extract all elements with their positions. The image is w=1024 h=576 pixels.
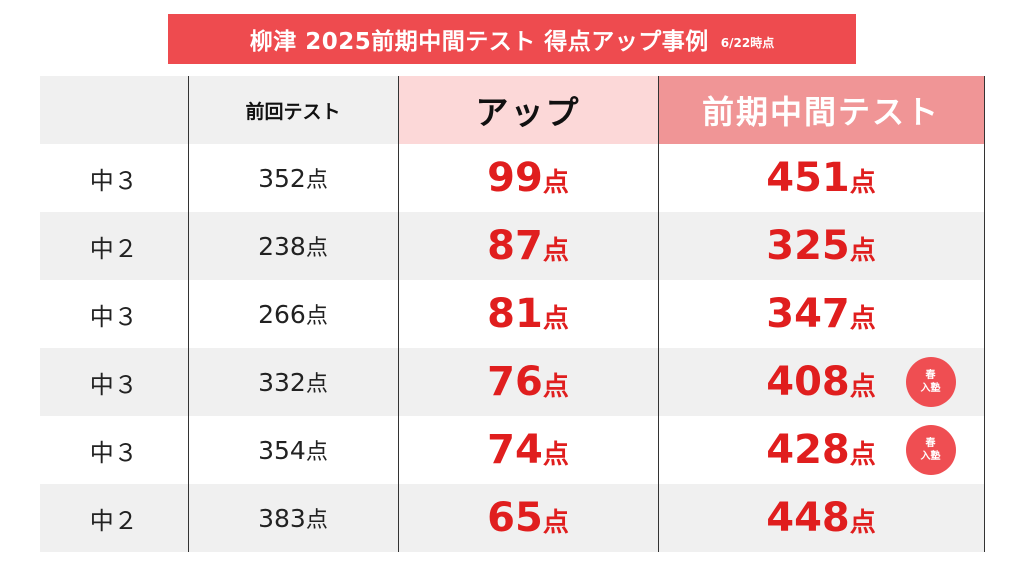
previous-score-cell: 352点: [187, 144, 398, 212]
midterm-score-cell: 451点: [657, 144, 985, 212]
spring-enrollment-badge: 春入塾: [905, 425, 956, 475]
increase-cell: 81点: [397, 280, 658, 348]
unit-label: 点: [542, 508, 569, 538]
unit-label: 点: [305, 236, 328, 261]
unit-label: 点: [542, 168, 569, 198]
unit-label: 点: [849, 168, 876, 198]
midterm-score-value: 347: [766, 291, 850, 337]
table-row: 中３ 266点 81点 347点: [40, 280, 985, 348]
badge-line-2: 入塾: [920, 383, 941, 394]
badge-line-1: 春: [925, 370, 936, 381]
badge-line-2: 入塾: [920, 451, 941, 462]
grade-cell: 中２: [40, 212, 188, 280]
previous-score-value: 266: [258, 300, 306, 329]
table-body: 中３ 352点 99点 451点 中２ 238点 87点 325点 中３ 266…: [40, 144, 985, 552]
midterm-score-cell: 325点: [657, 212, 985, 280]
increase-value: 99: [487, 155, 543, 201]
table-row: 中２ 238点 87点 325点: [40, 212, 985, 280]
unit-label: 点: [305, 508, 328, 533]
increase-value: 74: [487, 427, 543, 473]
unit-label: 点: [305, 304, 328, 329]
unit-label: 点: [849, 304, 876, 334]
unit-label: 点: [849, 372, 876, 402]
header-previous-test: 前回テスト: [187, 76, 398, 144]
previous-score-value: 352: [258, 164, 306, 193]
unit-label: 点: [542, 236, 569, 266]
grade-cell: 中３: [40, 280, 188, 348]
unit-label: 点: [305, 440, 328, 465]
unit-label: 点: [849, 236, 876, 266]
page-title: 柳津 2025前期中間テスト 得点アップ事例: [249, 29, 709, 55]
previous-score-value: 354: [258, 436, 306, 465]
unit-label: 点: [305, 372, 328, 397]
midterm-score-value: 408: [766, 359, 850, 405]
header-midterm-score: 前期中間テスト: [657, 76, 985, 144]
increase-cell: 99点: [397, 144, 658, 212]
unit-label: 点: [305, 168, 328, 193]
midterm-score-cell: 408点春入塾: [657, 348, 985, 416]
table-header-row: 前回テスト アップ 前期中間テスト: [40, 76, 985, 144]
previous-score-value: 332: [258, 368, 306, 397]
grade-cell: 中３: [40, 416, 188, 484]
midterm-score-value: 448: [766, 495, 850, 541]
grade-cell: 中３: [40, 144, 188, 212]
spring-enrollment-badge: 春入塾: [905, 357, 956, 407]
midterm-score-cell: 448点: [657, 484, 985, 552]
midterm-score-cell: 347点: [657, 280, 985, 348]
grade-cell: 中３: [40, 348, 188, 416]
table-row: 中３ 352点 99点 451点: [40, 144, 985, 212]
previous-score-value: 383: [258, 504, 306, 533]
header-increase: アップ: [397, 76, 658, 144]
grade-cell: 中２: [40, 484, 188, 552]
increase-value: 87: [487, 223, 543, 269]
previous-score-cell: 354点: [187, 416, 398, 484]
increase-value: 81: [487, 291, 543, 337]
as-of-date: 6/22時点: [720, 36, 775, 50]
increase-cell: 65点: [397, 484, 658, 552]
increase-cell: 76点: [397, 348, 658, 416]
unit-label: 点: [542, 440, 569, 470]
midterm-score-value: 428: [766, 427, 850, 473]
previous-score-cell: 238点: [187, 212, 398, 280]
previous-score-cell: 266点: [187, 280, 398, 348]
midterm-score-cell: 428点春入塾: [657, 416, 985, 484]
header-grade: [40, 76, 188, 144]
increase-value: 65: [487, 495, 543, 541]
table-row: 中３ 332点 76点 408点春入塾: [40, 348, 985, 416]
unit-label: 点: [849, 440, 876, 470]
badge-line-1: 春: [925, 438, 936, 449]
previous-score-cell: 383点: [187, 484, 398, 552]
title-banner: 柳津 2025前期中間テスト 得点アップ事例 6/22時点: [168, 14, 856, 64]
unit-label: 点: [542, 372, 569, 402]
increase-cell: 74点: [397, 416, 658, 484]
midterm-score-value: 451: [766, 155, 850, 201]
increase-cell: 87点: [397, 212, 658, 280]
table-row: 中２ 383点 65点 448点: [40, 484, 985, 552]
unit-label: 点: [849, 508, 876, 538]
previous-score-value: 238: [258, 232, 306, 261]
unit-label: 点: [542, 304, 569, 334]
previous-score-cell: 332点: [187, 348, 398, 416]
midterm-score-value: 325: [766, 223, 850, 269]
table-row: 中３ 354点 74点 428点春入塾: [40, 416, 985, 484]
score-table: 前回テスト アップ 前期中間テスト 中３ 352点 99点 451点 中２ 23…: [40, 76, 985, 552]
increase-value: 76: [487, 359, 543, 405]
